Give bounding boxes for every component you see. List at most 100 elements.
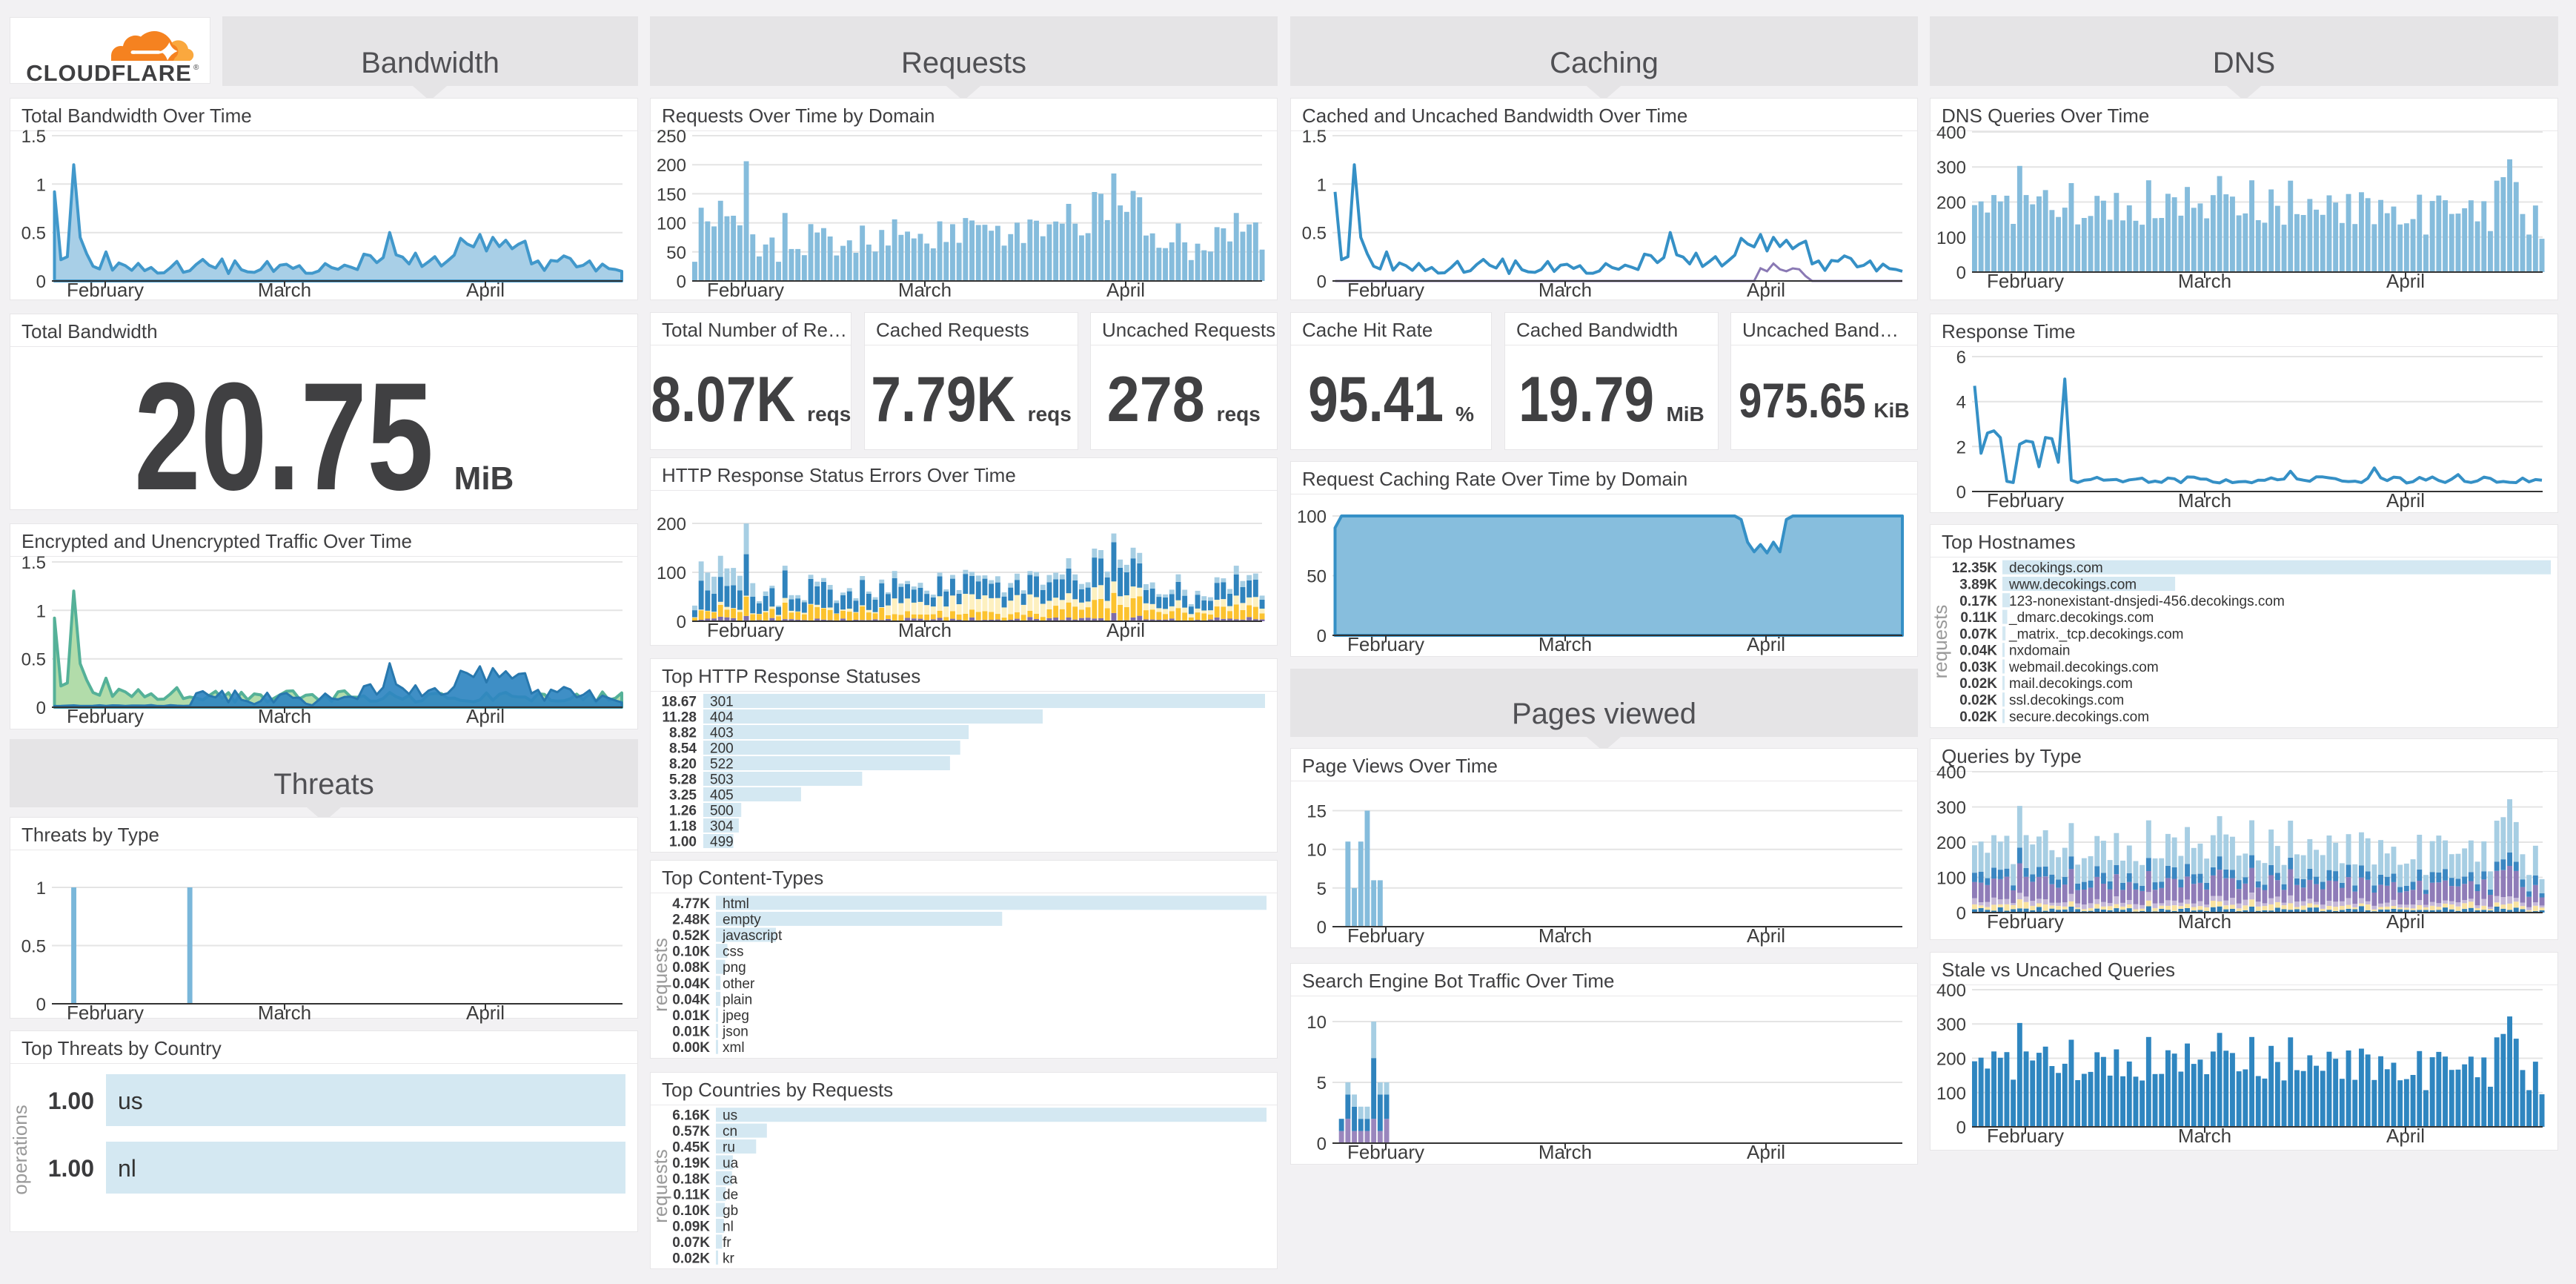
svg-text:100: 100 <box>1936 869 1966 889</box>
svg-text:February: February <box>1987 489 2064 512</box>
svg-text:15: 15 <box>1307 802 1327 822</box>
svg-text:xml: xml <box>723 1040 745 1056</box>
svg-text:404: 404 <box>710 710 734 726</box>
svg-text:5: 5 <box>1317 879 1327 899</box>
svg-text:0.03K: 0.03K <box>1959 660 1997 675</box>
svg-text:0: 0 <box>1956 1118 1966 1138</box>
svg-text:0.08K: 0.08K <box>672 960 710 976</box>
svg-text:6: 6 <box>1956 348 1966 368</box>
svg-text:requests: requests <box>649 938 671 1012</box>
svg-text:0: 0 <box>677 612 686 632</box>
svg-text:400: 400 <box>1936 981 1966 1001</box>
svg-text:0: 0 <box>1317 918 1327 938</box>
svg-text:300: 300 <box>1936 798 1966 818</box>
svg-text:April: April <box>466 705 505 727</box>
svg-text:8.20: 8.20 <box>669 757 697 772</box>
svg-text:522: 522 <box>710 757 734 772</box>
svg-text:0.02K: 0.02K <box>1959 676 1997 692</box>
svg-text:webmail.decokings.com: webmail.decokings.com <box>2008 660 2159 675</box>
svg-text:February: February <box>67 279 144 301</box>
svg-text:CLOUDFLARE: CLOUDFLARE <box>26 60 192 86</box>
svg-text:0.07K: 0.07K <box>1959 626 1997 642</box>
svg-text:200: 200 <box>710 741 734 757</box>
svg-text:1: 1 <box>1317 175 1327 195</box>
svg-text:April: April <box>2386 489 2425 512</box>
svg-text:0: 0 <box>1956 483 1966 503</box>
svg-text:requests: requests <box>1929 605 1951 679</box>
svg-text:0.01K: 0.01K <box>672 1008 710 1024</box>
svg-text:0.04K: 0.04K <box>672 992 710 1007</box>
svg-text:0.01K: 0.01K <box>672 1025 710 1040</box>
svg-text:0.19K: 0.19K <box>672 1156 710 1171</box>
svg-text:February: February <box>1347 633 1424 655</box>
svg-text:_matrix._tcp.decokings.com: _matrix._tcp.decokings.com <box>2008 626 2184 642</box>
svg-text:ssl.decokings.com: ssl.decokings.com <box>2009 693 2124 709</box>
svg-text:0.11K: 0.11K <box>1960 610 1997 626</box>
svg-text:503: 503 <box>710 772 734 788</box>
svg-text:1.00: 1.00 <box>669 835 697 850</box>
svg-text:0.5: 0.5 <box>21 937 46 957</box>
svg-text:fr: fr <box>723 1235 731 1251</box>
svg-text:1.00: 1.00 <box>48 1155 94 1182</box>
svg-text:February: February <box>67 1002 144 1024</box>
svg-text:March: March <box>258 279 311 301</box>
svg-text:css: css <box>723 944 744 960</box>
svg-text:February: February <box>1347 279 1424 301</box>
svg-text:0: 0 <box>36 698 46 718</box>
svg-text:April: April <box>466 279 505 301</box>
svg-text:png: png <box>723 960 746 976</box>
svg-text:0: 0 <box>1956 263 1966 283</box>
svg-text:6.16K: 6.16K <box>672 1108 710 1124</box>
svg-text:8.54: 8.54 <box>669 741 697 757</box>
svg-text:150: 150 <box>657 185 686 205</box>
svg-text:10: 10 <box>1307 841 1327 861</box>
svg-text:other: other <box>723 976 755 992</box>
svg-text:250: 250 <box>657 127 686 147</box>
svg-text:1.5: 1.5 <box>1302 127 1327 147</box>
svg-text:11.28: 11.28 <box>663 710 697 726</box>
svg-text:nl: nl <box>723 1220 734 1235</box>
svg-text:5.28: 5.28 <box>669 772 697 788</box>
svg-text:1: 1 <box>36 601 46 621</box>
svg-text:0.02K: 0.02K <box>1959 693 1997 709</box>
svg-text:ru: ru <box>723 1140 735 1156</box>
svg-text:March: March <box>2178 489 2231 512</box>
svg-text:499: 499 <box>710 835 734 850</box>
svg-text:4: 4 <box>1956 393 1966 413</box>
svg-text:5: 5 <box>1317 1073 1327 1093</box>
svg-text:March: March <box>898 619 952 641</box>
svg-text:3.25: 3.25 <box>669 788 697 804</box>
svg-text:200: 200 <box>1936 193 1966 214</box>
svg-text:plain: plain <box>723 992 752 1007</box>
svg-text:123-nonexistant-dnsjedi-456.de: 123-nonexistant-dnsjedi-456.decokings.co… <box>2009 594 2285 609</box>
svg-text:100: 100 <box>1936 228 1966 248</box>
svg-text:403: 403 <box>710 726 734 741</box>
svg-text:1: 1 <box>36 175 46 195</box>
svg-text:cn: cn <box>723 1124 737 1139</box>
svg-text:February: February <box>707 619 784 641</box>
svg-text:50: 50 <box>1307 567 1327 587</box>
svg-text:0: 0 <box>1317 626 1327 646</box>
svg-text:March: March <box>2178 910 2231 933</box>
svg-text:1.5: 1.5 <box>21 127 46 147</box>
svg-text:12.35K: 12.35K <box>1952 560 1998 576</box>
svg-text:April: April <box>1106 619 1145 641</box>
svg-text:0.52K: 0.52K <box>672 928 710 944</box>
svg-text:March: March <box>258 1002 311 1024</box>
svg-text:2.48K: 2.48K <box>672 912 710 927</box>
svg-text:0.5: 0.5 <box>1302 224 1327 244</box>
svg-text:400: 400 <box>1936 763 1966 783</box>
svg-text:www.decokings.com: www.decokings.com <box>2008 578 2137 593</box>
svg-text:April: April <box>1747 279 1785 301</box>
svg-text:April: April <box>1106 279 1145 301</box>
svg-text:200: 200 <box>657 156 686 176</box>
svg-text:February: February <box>1987 270 2064 292</box>
svg-text:decokings.com: decokings.com <box>2009 560 2103 576</box>
svg-text:requests: requests <box>649 1149 671 1223</box>
svg-text:February: February <box>67 705 144 727</box>
svg-text:March: March <box>2178 270 2231 292</box>
svg-text:April: April <box>1747 924 1785 947</box>
svg-text:json: json <box>722 1025 748 1040</box>
svg-text:0.02K: 0.02K <box>672 1251 710 1266</box>
svg-text:100: 100 <box>657 563 686 583</box>
